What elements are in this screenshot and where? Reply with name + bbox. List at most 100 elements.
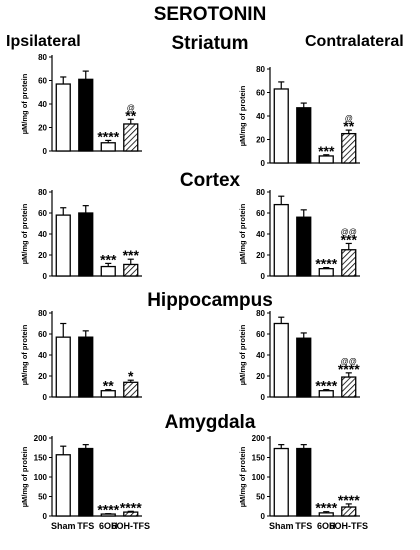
bar-sham	[273, 88, 289, 164]
y-tick-label: 0	[261, 159, 266, 168]
category-label-6oh-tfs: 6OH-TFS	[111, 521, 150, 531]
region-title-amygdala: Amygdala	[164, 412, 256, 433]
y-axis-label: µM/mg of protein	[20, 203, 29, 264]
y-axis-label: µM/mg of protein	[238, 446, 247, 507]
bar-tfs	[78, 78, 94, 152]
y-tick-label: 100	[252, 473, 266, 482]
category-label-6oh: 6OH	[317, 521, 336, 531]
y-tick-label: 60	[38, 77, 47, 86]
y-tick-label: 0	[261, 272, 266, 281]
y-tick-label: 200	[34, 434, 48, 443]
bar-sham	[55, 214, 71, 277]
y-tick-label: 0	[43, 147, 48, 156]
bar-sham	[55, 454, 71, 517]
ipsilateral-column-label: Ipsilateral	[6, 33, 81, 50]
y-axis-label: µM/mg of protein	[238, 85, 247, 146]
bar-tfs	[296, 447, 312, 517]
significance-6oh-tfs: ***	[123, 247, 140, 263]
y-axis-label: µM/mg of protein	[238, 324, 247, 385]
y-tick-label: 80	[38, 309, 47, 318]
y-tick-label: 40	[256, 230, 265, 239]
y-tick-label: 0	[261, 512, 266, 521]
y-axis-label: µM/mg of protein	[20, 73, 29, 134]
bar-6oh-tfs	[341, 249, 357, 277]
y-tick-label: 20	[38, 372, 47, 381]
significance-6oh-tfs: **	[125, 107, 136, 123]
region-title-striatum: Striatum	[171, 33, 249, 54]
significance-6oh-tfs: **	[343, 118, 354, 134]
y-tick-label: 200	[252, 434, 266, 443]
y-tick-label: 80	[38, 188, 47, 197]
significance-6oh: ****	[315, 378, 337, 394]
bar-6oh	[318, 512, 334, 517]
y-tick-label: 20	[38, 251, 47, 260]
y-tick-label: 60	[38, 330, 47, 339]
significance-vs-tfs-6oh-tfs: @@	[341, 227, 357, 236]
significance-vs-tfs-6oh-tfs: @	[127, 103, 135, 112]
y-tick-label: 60	[256, 89, 265, 98]
bar-6oh	[100, 265, 116, 277]
bar-sham	[273, 447, 289, 517]
bar-tfs	[78, 447, 94, 517]
bar-6oh	[100, 390, 116, 398]
bar-sham	[55, 336, 71, 398]
y-tick-label: 60	[38, 209, 47, 218]
bar-6oh-tfs	[123, 123, 139, 152]
significance-6oh: ****	[315, 256, 337, 272]
y-tick-label: 50	[256, 493, 265, 502]
y-tick-label: 0	[43, 393, 48, 402]
y-tick-label: 0	[261, 393, 266, 402]
significance-6oh-tfs: *	[128, 368, 134, 384]
y-tick-label: 150	[34, 454, 48, 463]
y-tick-label: 80	[256, 65, 265, 74]
y-tick-label: 40	[38, 351, 47, 360]
y-tick-label: 20	[38, 124, 47, 133]
bar-6oh	[318, 390, 334, 398]
bar-6oh-tfs	[341, 376, 357, 398]
bar-tfs	[296, 107, 312, 164]
bar-6oh-tfs	[341, 132, 357, 164]
category-label-tfs: TFS	[77, 521, 94, 531]
bar-tfs	[296, 216, 312, 277]
significance-6oh: ****	[97, 128, 119, 144]
y-tick-label: 0	[43, 272, 48, 281]
bar-tfs	[296, 337, 312, 398]
category-label-6oh: 6OH	[99, 521, 118, 531]
category-label-sham: Sham	[269, 521, 294, 531]
y-tick-label: 0	[43, 512, 48, 521]
region-title-hippocampus: Hippocampus	[147, 290, 273, 311]
y-tick-label: 20	[256, 251, 265, 260]
significance-vs-tfs-6oh-tfs: @@	[341, 357, 357, 366]
significance-6oh-tfs: ****	[338, 361, 360, 377]
y-tick-label: 40	[256, 112, 265, 121]
y-axis-label: µM/mg of protein	[238, 203, 247, 264]
category-label-sham: Sham	[51, 521, 76, 531]
y-tick-label: 40	[38, 100, 47, 109]
bar-sham	[55, 83, 71, 152]
y-axis-label: µM/mg of protein	[20, 446, 29, 507]
bar-sham	[273, 322, 289, 398]
y-tick-label: 60	[256, 330, 265, 339]
y-tick-label: 40	[256, 351, 265, 360]
significance-6oh-tfs: ****	[338, 492, 360, 508]
y-axis-label: µM/mg of protein	[20, 324, 29, 385]
significance-6oh: ****	[97, 502, 119, 518]
y-tick-label: 40	[38, 230, 47, 239]
y-tick-label: 150	[252, 454, 266, 463]
bar-6oh-tfs	[341, 506, 357, 517]
y-tick-label: 80	[256, 188, 265, 197]
category-label-6oh-tfs: 6OH-TFS	[329, 521, 368, 531]
y-tick-label: 20	[256, 372, 265, 381]
region-title-cortex: Cortex	[179, 170, 241, 191]
bar-tfs	[78, 212, 94, 277]
contralateral-column-label: Contralateral	[305, 33, 404, 50]
figure-title: SEROTONIN	[153, 4, 267, 25]
